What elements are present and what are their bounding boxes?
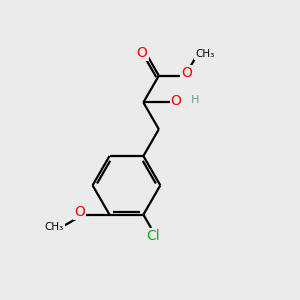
Text: CH₃: CH₃ — [195, 49, 214, 59]
Text: O: O — [137, 46, 148, 60]
Text: Cl: Cl — [146, 229, 159, 243]
Text: O: O — [181, 66, 192, 80]
Text: O: O — [74, 205, 85, 219]
Text: CH₃: CH₃ — [45, 222, 64, 232]
Text: O: O — [171, 94, 182, 108]
Text: H: H — [191, 94, 200, 104]
